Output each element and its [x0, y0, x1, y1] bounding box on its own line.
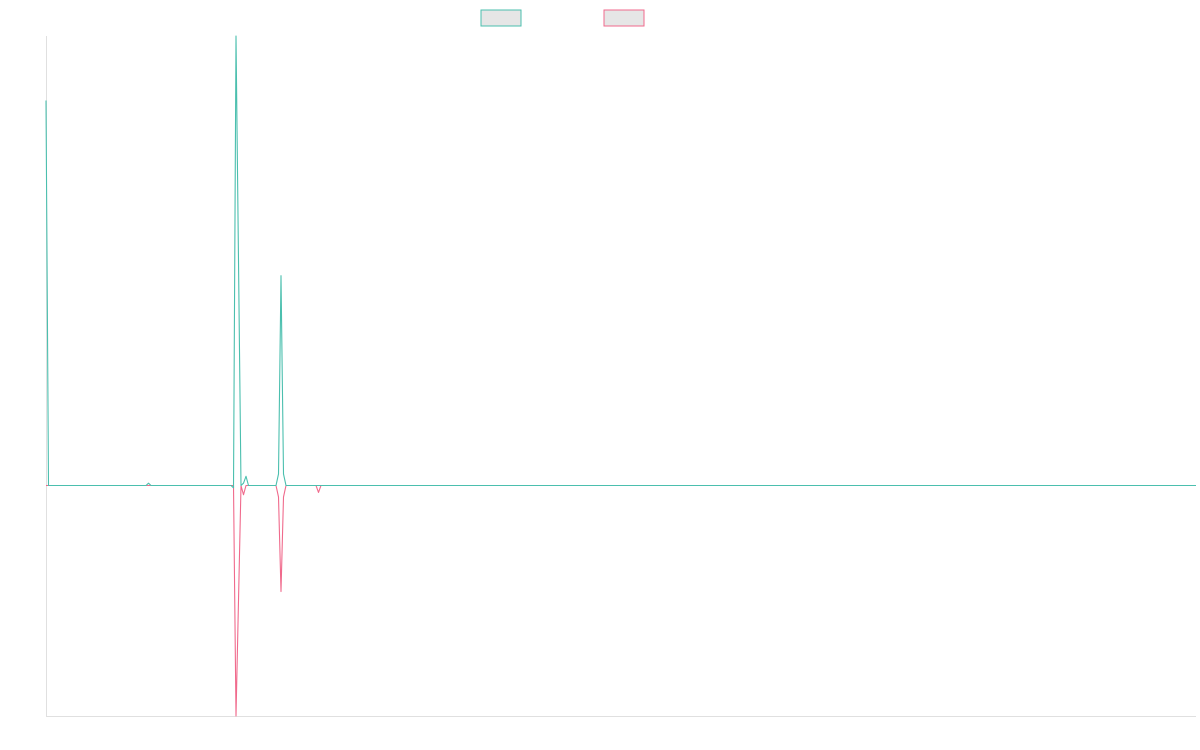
- plot-area: [45, 35, 1196, 717]
- series-line-1[interactable]: [45, 35, 1196, 489]
- legend-swatch-series-2[interactable]: [603, 9, 645, 27]
- legend: [480, 9, 645, 27]
- series-line-2[interactable]: [46, 484, 1196, 717]
- axes: [46, 36, 1196, 717]
- legend-swatch-series-1[interactable]: [480, 9, 522, 27]
